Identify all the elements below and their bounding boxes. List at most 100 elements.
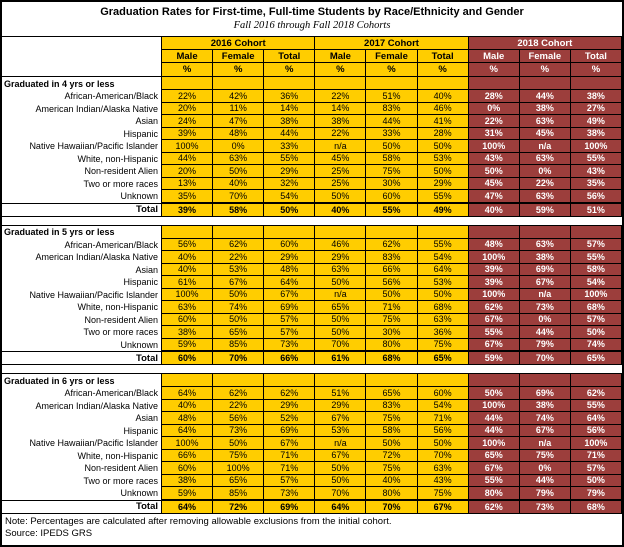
- value-cell: 56%: [213, 412, 265, 425]
- value-cell: 100%: [213, 462, 265, 475]
- section-header-cell: [264, 225, 316, 239]
- section-header-cell: [570, 225, 622, 239]
- value-cell: n/a: [315, 140, 367, 153]
- value-cell: 46%: [417, 102, 469, 115]
- value-cell: 71%: [264, 449, 316, 462]
- value-cell: 69%: [264, 424, 316, 437]
- value-cell: 46%: [315, 238, 367, 251]
- section-header-cell: [162, 374, 214, 387]
- value-cell: 62%: [468, 301, 520, 314]
- value-cell: 38%: [264, 115, 316, 128]
- value-cell: 60%: [417, 387, 469, 400]
- row-label: Two or more races: [2, 177, 162, 190]
- value-cell: 38%: [162, 474, 214, 487]
- percent-header: %: [519, 63, 571, 76]
- value-cell: 41%: [417, 115, 469, 128]
- value-cell: 53%: [213, 263, 265, 276]
- value-cell: 47%: [468, 190, 520, 203]
- value-cell: 79%: [519, 487, 571, 500]
- value-cell: 45%: [468, 177, 520, 190]
- value-cell: 40%: [213, 177, 265, 190]
- value-cell: 74%: [570, 338, 622, 351]
- row-label: Asian: [2, 263, 162, 276]
- value-cell: 53%: [417, 152, 469, 165]
- section-header-cell: [213, 225, 265, 239]
- value-cell: 48%: [162, 412, 214, 425]
- value-cell: 22%: [213, 399, 265, 412]
- value-cell: 63%: [417, 462, 469, 475]
- value-cell: 50%: [315, 474, 367, 487]
- section-header-cell: [315, 225, 367, 239]
- value-cell: 50%: [570, 474, 622, 487]
- value-cell: 100%: [468, 140, 520, 153]
- value-cell: 25%: [315, 177, 367, 190]
- value-cell: 65%: [213, 326, 265, 339]
- value-cell: 83%: [366, 102, 418, 115]
- value-cell: 22%: [315, 90, 367, 103]
- value-cell: 64%: [570, 412, 622, 425]
- section-1: Graduated in 4 yrs or less African-Americ…: [2, 76, 622, 217]
- cohort-header: 2016 Cohort: [162, 37, 316, 50]
- value-cell: 57%: [570, 462, 622, 475]
- value-cell: 79%: [570, 487, 622, 500]
- row-label: Non-resident Alien: [2, 165, 162, 178]
- value-cell: 73%: [264, 338, 316, 351]
- value-cell: 66%: [162, 449, 214, 462]
- value-cell: 62%: [264, 387, 316, 400]
- value-cell: 44%: [366, 115, 418, 128]
- value-cell: 50%: [366, 288, 418, 301]
- value-cell: 57%: [264, 326, 316, 339]
- value-cell: 73%: [213, 424, 265, 437]
- value-cell: 20%: [162, 102, 214, 115]
- value-cell: 28%: [468, 90, 520, 103]
- value-cell: 33%: [366, 127, 418, 140]
- total-value-cell: 65%: [417, 351, 469, 365]
- value-cell: n/a: [519, 437, 571, 450]
- value-cell: 44%: [519, 326, 571, 339]
- row-label: White, non-Hispanic: [2, 152, 162, 165]
- value-cell: 65%: [213, 474, 265, 487]
- value-cell: 74%: [519, 412, 571, 425]
- percent-header: %: [264, 63, 316, 76]
- value-cell: 56%: [162, 238, 214, 251]
- value-cell: 65%: [315, 301, 367, 314]
- value-cell: 48%: [468, 238, 520, 251]
- value-cell: 52%: [264, 412, 316, 425]
- section-header-cell: [417, 225, 469, 239]
- value-cell: 58%: [366, 152, 418, 165]
- value-cell: 62%: [570, 387, 622, 400]
- corner-cell: [2, 37, 162, 76]
- value-cell: 42%: [213, 90, 265, 103]
- total-value-cell: 59%: [468, 351, 520, 365]
- value-cell: 74%: [213, 301, 265, 314]
- value-cell: 85%: [213, 487, 265, 500]
- row-label: Asian: [2, 115, 162, 128]
- value-cell: 44%: [468, 412, 520, 425]
- value-cell: 67%: [264, 437, 316, 450]
- value-cell: 44%: [468, 424, 520, 437]
- value-cell: 45%: [519, 127, 571, 140]
- value-cell: 50%: [213, 288, 265, 301]
- value-cell: 60%: [162, 462, 214, 475]
- section-spacer: [2, 216, 622, 225]
- row-label: Hispanic: [2, 127, 162, 140]
- value-cell: 56%: [417, 424, 469, 437]
- value-cell: 100%: [468, 437, 520, 450]
- row-label: Unknown: [2, 190, 162, 203]
- total-value-cell: 58%: [213, 202, 265, 217]
- section-header-cell: [162, 77, 214, 90]
- value-cell: 100%: [468, 251, 520, 264]
- value-cell: 0%: [519, 462, 571, 475]
- total-value-cell: 60%: [162, 351, 214, 365]
- value-cell: 63%: [519, 238, 571, 251]
- gender-header: Male: [468, 50, 520, 63]
- value-cell: 100%: [570, 437, 622, 450]
- row-label: American Indian/Alaska Native: [2, 102, 162, 115]
- value-cell: 100%: [162, 437, 214, 450]
- value-cell: 70%: [315, 338, 367, 351]
- value-cell: 38%: [162, 326, 214, 339]
- value-cell: n/a: [519, 140, 571, 153]
- value-cell: 63%: [519, 115, 571, 128]
- value-cell: 0%: [519, 313, 571, 326]
